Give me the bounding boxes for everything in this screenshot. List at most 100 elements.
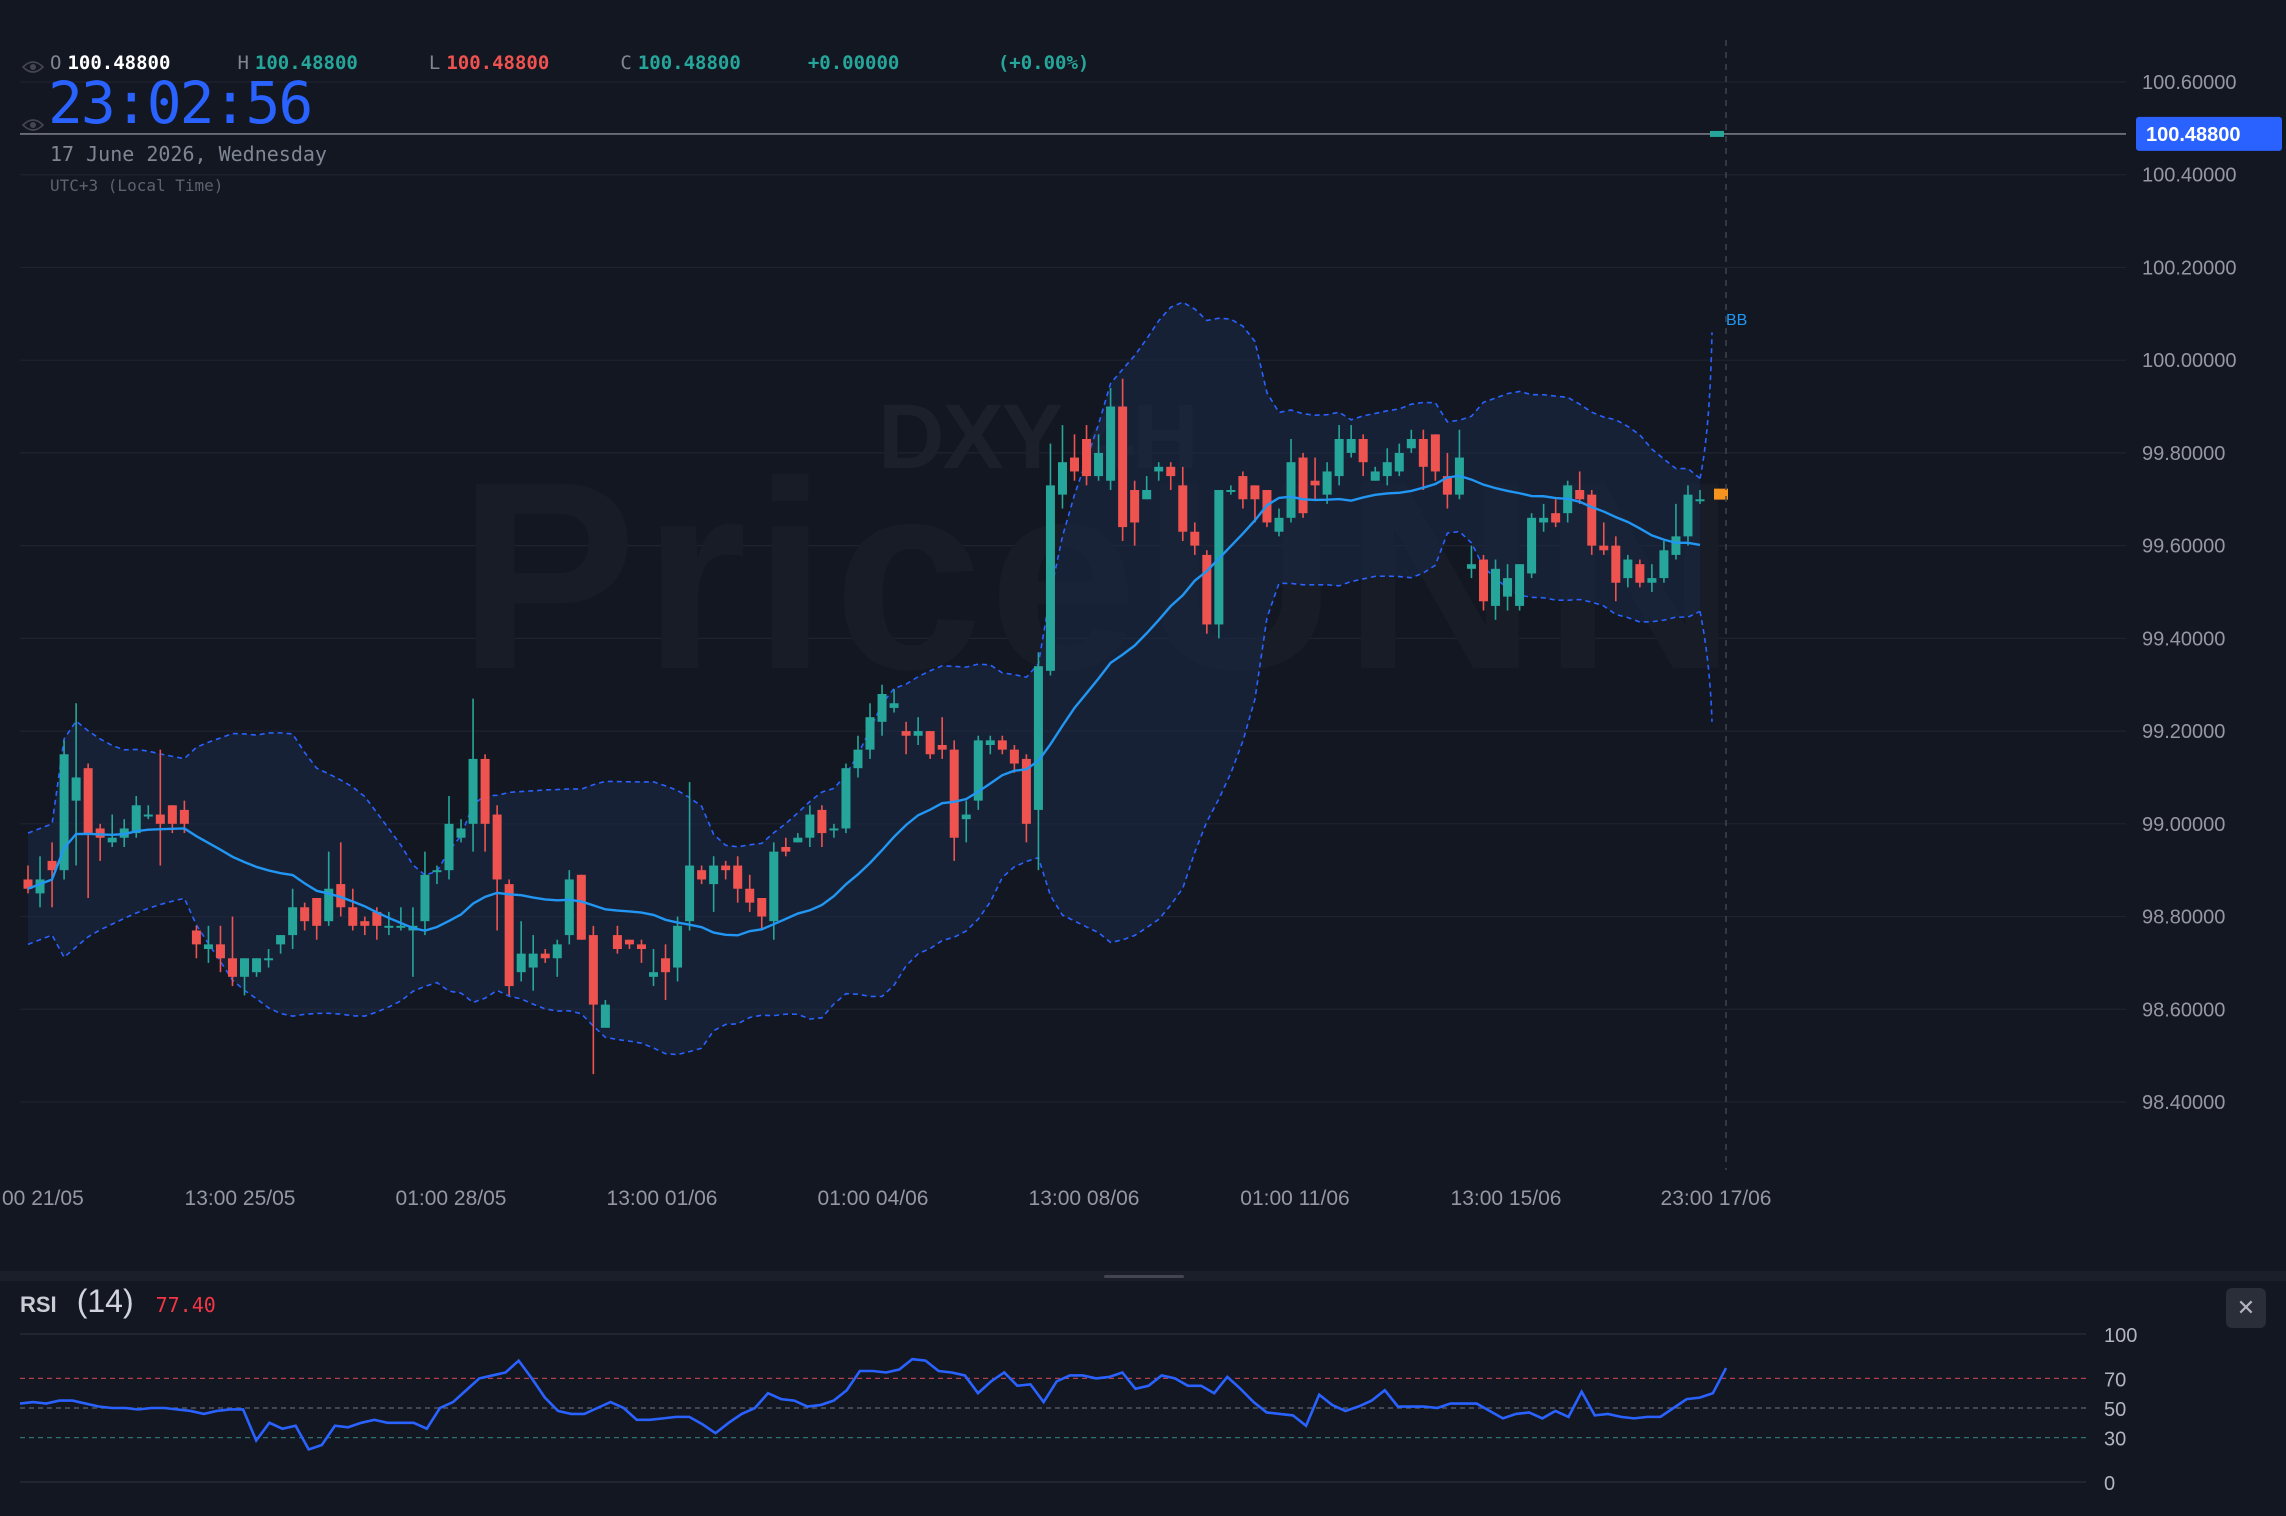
candle-body (1551, 513, 1561, 523)
candle-body (83, 768, 93, 834)
time-tick-label: 01:00 04/06 (818, 1187, 929, 1210)
bearish-candle (576, 874, 586, 940)
bearish-candle (1599, 522, 1609, 555)
bearish-candle (1298, 452, 1308, 518)
bearish-candle (83, 763, 93, 898)
candle-body (925, 731, 935, 755)
candle-body (1021, 758, 1031, 824)
bullish-candle (516, 921, 526, 982)
candle-body (1406, 439, 1416, 449)
rsi-legend: RSI (14) 77.40 (20, 1283, 216, 1320)
bullish-candle (1382, 448, 1392, 486)
rsi-value: 77.40 (155, 1293, 216, 1317)
candle-body (203, 944, 213, 949)
bearish-candle (300, 902, 310, 931)
open-value: 100.48800 (67, 52, 171, 74)
candle-body (733, 865, 743, 889)
candle-body (1370, 471, 1380, 481)
bearish-candle (95, 823, 105, 861)
candle-body (636, 944, 646, 949)
candle-body (348, 907, 358, 926)
bearish-candle (1478, 554, 1488, 611)
candle-body (1118, 406, 1128, 528)
rsi-line (19, 1357, 1728, 1452)
candle-body (1033, 666, 1043, 810)
bollinger-basis (27, 474, 1701, 937)
bullish-candle (793, 833, 803, 843)
bullish-candle (865, 703, 875, 759)
eye-icon[interactable] (22, 118, 44, 132)
time-tick-label: 00 21/05 (2, 1187, 84, 1210)
candle-body (420, 874, 430, 922)
candle-body (1430, 434, 1440, 472)
candle-body (853, 749, 863, 769)
candle-body (793, 837, 803, 843)
bearish-candle (1587, 490, 1597, 555)
time-tick-label: 01:00 28/05 (396, 1187, 507, 1210)
price-tick-label: 100.00000 (2142, 350, 2237, 372)
bullish-candle (71, 703, 81, 866)
bullish-candle (143, 805, 153, 820)
candle-body (745, 888, 755, 903)
bullish-candle (1539, 503, 1549, 532)
candle-body (324, 888, 334, 922)
bullish-candle (1623, 554, 1633, 588)
candle-body (1466, 564, 1476, 569)
time-tick-label: 13:00 25/05 (185, 1187, 296, 1210)
bearish-candle (733, 856, 743, 903)
close-icon[interactable]: ✕ (2226, 1288, 2266, 1328)
time-tick-label: 13:00 15/06 (1451, 1187, 1562, 1210)
candle-body (516, 953, 526, 973)
candle-body (552, 944, 562, 959)
candle-body (1238, 476, 1248, 500)
bullish-candle (456, 819, 466, 843)
bollinger-lower-projection (1699, 611, 1713, 722)
candle-body (1611, 545, 1621, 583)
candle-body (697, 870, 707, 880)
bearish-candle (1009, 745, 1019, 773)
bearish-candle (817, 805, 827, 847)
bearish-candle (997, 735, 1007, 755)
time-tick-label: 13:00 01/06 (607, 1187, 718, 1210)
candle-body (673, 925, 683, 968)
candle-body (191, 930, 201, 945)
candle-body (456, 828, 466, 838)
candle-body (1298, 457, 1308, 514)
bearish-candle (661, 944, 671, 1000)
clock-date: 17 June 2026, Wednesday (50, 142, 327, 166)
price-tick-label: 99.60000 (2142, 536, 2225, 558)
bearish-candle (215, 925, 225, 973)
bullish-candle (1647, 564, 1657, 592)
low-value: 100.48800 (446, 52, 550, 74)
bullish-candle (600, 1000, 610, 1028)
eye-icon[interactable] (22, 60, 44, 74)
candle-body (685, 865, 695, 922)
low-label: L (428, 52, 441, 74)
bullish-candle (973, 735, 983, 810)
candle-body (1142, 490, 1152, 500)
bullish-candle (264, 949, 274, 968)
candle-body (913, 731, 923, 736)
candle-body (1358, 439, 1368, 463)
candle-body (528, 953, 538, 968)
close-value: 100.48800 (637, 52, 741, 74)
price-tick-label: 99.80000 (2142, 443, 2225, 465)
candle-body (781, 847, 791, 852)
candle-body (480, 758, 490, 824)
bullish-candle (432, 865, 442, 885)
candle-body (709, 865, 719, 885)
candle-body (492, 814, 502, 880)
candle-body (155, 814, 165, 824)
bearish-candle (480, 754, 490, 852)
pane-resize-handle[interactable] (1104, 1275, 1184, 1278)
bullish-candle (709, 856, 719, 912)
candle-body (1045, 485, 1055, 671)
bullish-candle (444, 796, 454, 880)
bullish-candle (1394, 443, 1404, 477)
bearish-candle (1430, 434, 1440, 481)
candle-body (312, 898, 322, 926)
last-value-marker (1714, 488, 1728, 500)
price-tick-label: 100.60000 (2142, 72, 2237, 94)
